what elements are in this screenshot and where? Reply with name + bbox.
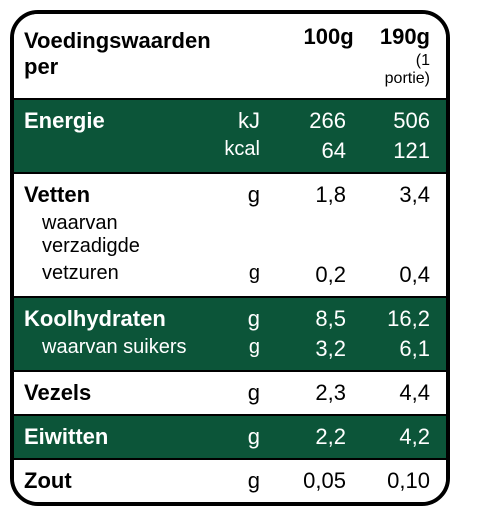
table-row: EnergiekJ266506kcal64121 [14,100,446,174]
table-row: Koolhydrateng8,516,2waarvan suikersg3,26… [14,298,446,372]
row-lines: Zoutg0,050,10 [14,466,446,496]
unit-label: g [214,262,270,288]
table-line: EnergiekJ266506 [14,106,446,136]
table-line: vetzureng0,20,4 [14,260,446,290]
table-line: Koolhydrateng8,516,2 [14,304,446,334]
value-per-100g: 266 [270,108,356,134]
table-line: waarvan verzadigde [14,210,446,260]
value-per-100g: 2,2 [270,424,356,450]
unit-label: g [214,336,270,362]
value-per-portion: 121 [356,138,446,164]
value-per-portion: 3,4 [356,182,446,208]
header-col2-amount: 190g [374,24,430,50]
row-lines: EnergiekJ266506kcal64121 [14,106,446,166]
value-per-100g: 0,2 [270,262,356,288]
table-row: Zoutg0,050,10 [14,460,446,502]
value-per-100g: 3,2 [270,336,356,362]
nutrient-label: Vetten [14,182,214,208]
value-per-portion: 0,4 [356,262,446,288]
value-per-100g: 0,05 [270,468,356,494]
unit-label: kJ [214,108,270,134]
value-per-portion: 0,10 [356,468,446,494]
table-line: Zoutg0,050,10 [14,466,446,496]
value-per-portion: 506 [356,108,446,134]
nutrient-label [14,138,214,164]
value-per-100g: 1,8 [270,182,356,208]
nutrient-label: Eiwitten [14,424,214,450]
value-per-100g: 64 [270,138,356,164]
nutrient-label: vetzuren [14,262,214,288]
nutrient-label: waarvan verzadigde [14,212,223,258]
table-row: Eiwitteng2,24,2 [14,416,446,460]
unit-label: g [214,306,270,332]
nutrition-table: Voedingswaarden per 100g 190g (1 portie)… [10,10,450,506]
table-line: Vetteng1,83,4 [14,180,446,210]
header-unit-spacer [234,20,286,92]
header-row: Voedingswaarden per 100g 190g (1 portie) [14,14,446,100]
unit-label: kcal [214,138,270,164]
nutrient-label: Vezels [14,380,214,406]
header-col2: 190g (1 portie) [364,20,446,92]
table-line: kcal64121 [14,136,446,166]
nutrient-label: Energie [14,108,214,134]
value-per-portion: 6,1 [356,336,446,362]
unit-label [223,212,277,258]
value-per-100g: 2,3 [270,380,356,406]
row-lines: Koolhydrateng8,516,2waarvan suikersg3,26… [14,304,446,364]
unit-label: g [214,424,270,450]
value-per-portion: 4,2 [356,424,446,450]
table-row: Vezelsg2,34,4 [14,372,446,416]
value-per-portion: 16,2 [356,306,446,332]
value-per-100g: 8,5 [270,306,356,332]
nutrient-label: Koolhydraten [14,306,214,332]
unit-label: g [214,468,270,494]
table-row: Vetteng1,83,4waarvan verzadigdevetzureng… [14,174,446,298]
row-lines: Vezelsg2,34,4 [14,378,446,408]
unit-label: g [214,380,270,406]
header-col1: 100g [286,20,364,92]
table-line: Eiwitteng2,24,2 [14,422,446,452]
value-per-portion: 4,4 [356,380,446,406]
row-lines: Eiwitteng2,24,2 [14,422,446,452]
header-portion-note: (1 portie) [374,52,430,88]
nutrient-label: waarvan suikers [14,336,214,362]
value-per-100g [277,212,360,258]
nutrient-label: Zout [14,468,214,494]
value-per-portion [359,212,446,258]
unit-label: g [214,182,270,208]
table-line: waarvan suikersg3,26,1 [14,334,446,364]
table-line: Vezelsg2,34,4 [14,378,446,408]
row-lines: Vetteng1,83,4waarvan verzadigdevetzureng… [14,180,446,290]
header-title: Voedingswaarden per [14,20,234,92]
